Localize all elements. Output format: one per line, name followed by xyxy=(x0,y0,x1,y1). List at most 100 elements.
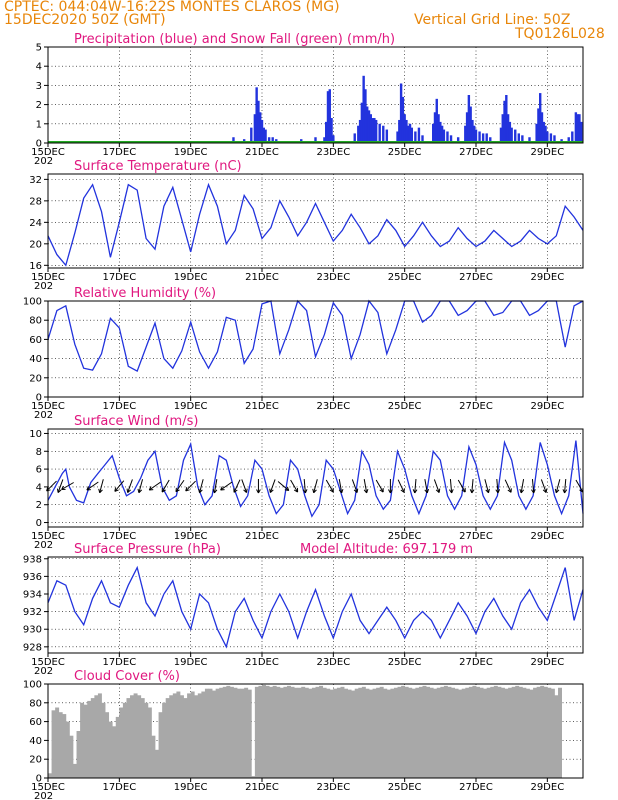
y-tick-label: 80 xyxy=(29,316,42,327)
x-tick-label: 15DEC xyxy=(31,147,65,158)
panel-title: Relative Humidity (%) xyxy=(74,286,216,301)
wind-arrow-head xyxy=(114,487,117,492)
precip-bar xyxy=(578,114,581,143)
precip-bar xyxy=(323,137,326,143)
cloud-bar xyxy=(533,687,538,778)
cloud-bar xyxy=(500,687,505,778)
cloud-bar xyxy=(326,688,331,778)
precip-bar xyxy=(267,137,271,143)
cloud-bar xyxy=(511,686,516,778)
x-tick-label: 27DEC xyxy=(459,147,493,158)
cloud-bar xyxy=(169,695,174,778)
x-tick-label: 23DEC xyxy=(316,657,350,668)
panel-title: Surface Temperature (nC) xyxy=(74,159,242,174)
header-code: TQ0126L028 xyxy=(515,26,605,42)
cloud-bar xyxy=(383,688,388,778)
precip-bar xyxy=(369,114,372,143)
precip-bar xyxy=(576,114,579,143)
cloud-bar xyxy=(319,685,324,778)
cloud-bar xyxy=(508,687,513,778)
cloud-bar xyxy=(504,688,509,778)
wind-arrow xyxy=(61,482,74,490)
cloud-bar xyxy=(422,685,427,778)
wind-arrow-head xyxy=(286,486,290,491)
x-tick-label: 25DEC xyxy=(388,782,422,793)
precip-bar xyxy=(410,127,413,143)
precip-bar xyxy=(408,123,412,143)
x-tick-label: 21DEC xyxy=(245,657,279,668)
wind-arrow xyxy=(277,481,290,491)
cloud-bar xyxy=(358,687,363,778)
precip-bar xyxy=(535,123,538,143)
cloud-bar xyxy=(244,687,249,778)
cloud-bar xyxy=(372,688,377,778)
cloud-bar xyxy=(155,749,159,778)
wind-arrow-head xyxy=(353,489,358,493)
precip-bar xyxy=(403,114,406,143)
y-tick-label: 20 xyxy=(29,373,42,384)
wind-arrow xyxy=(199,479,204,493)
y-tick-label: 0 xyxy=(36,518,42,529)
wind-arrow xyxy=(86,481,99,491)
wind-arrow-head xyxy=(426,488,430,494)
precip-bar xyxy=(433,112,437,143)
cloud-bar xyxy=(386,689,391,778)
precip-bar xyxy=(474,129,478,143)
wind-arrow-head xyxy=(542,489,547,493)
precip-bar xyxy=(364,89,367,143)
precip-bar xyxy=(499,127,503,143)
wind-arrow-head xyxy=(57,489,62,493)
cloud-bar xyxy=(237,688,241,778)
wind-arrow xyxy=(424,479,428,493)
wind-arrow xyxy=(531,478,535,494)
x-tick-label: 15DEC xyxy=(31,272,65,283)
y-tick-label: 5 xyxy=(36,43,42,54)
precip-bar xyxy=(314,137,317,143)
cloud-bar xyxy=(540,685,545,778)
precip-bar xyxy=(440,125,444,143)
x-tick-label: 17DEC xyxy=(102,272,136,283)
wind-arrow-head xyxy=(313,489,317,494)
x-tick-label: 27DEC xyxy=(459,531,493,542)
precip-bar xyxy=(401,96,405,143)
wind-arrow xyxy=(414,478,417,494)
wind-arrow-head xyxy=(533,489,536,494)
wind-arrow xyxy=(338,479,343,493)
y-tick-label: 938 xyxy=(23,554,42,565)
cloud-bar xyxy=(369,689,373,778)
panel-frame xyxy=(47,683,584,779)
cloud-bar xyxy=(94,695,99,778)
wind-arrow-head xyxy=(461,489,466,493)
cloud-bar xyxy=(376,687,381,778)
x-tick-label: 17DEC xyxy=(102,782,136,793)
wind-arrow-head xyxy=(531,489,535,494)
precip-bar xyxy=(432,123,435,143)
y-tick-label: 2 xyxy=(36,100,42,111)
cloud-bar xyxy=(51,710,56,778)
precip-bar xyxy=(473,125,476,143)
x-tick-label: 17DEC xyxy=(102,657,136,668)
wind-arrow-head xyxy=(126,488,129,493)
cloud-bar xyxy=(122,702,127,778)
cloud-bar xyxy=(379,686,384,778)
cloud-bar xyxy=(158,712,163,778)
wind-arrow xyxy=(313,479,318,493)
precip-bar xyxy=(264,129,267,143)
cloud-bar xyxy=(130,695,134,778)
wind-arrow-head xyxy=(269,488,271,493)
x-tick-label: 15DEC xyxy=(31,657,65,668)
cloud-bar xyxy=(140,698,145,778)
wind-arrow-head xyxy=(99,489,103,494)
x-tick-label: 23DEC xyxy=(316,147,350,158)
wind-arrow-head xyxy=(137,488,140,493)
precip-bar xyxy=(385,129,389,143)
precip-bar xyxy=(405,119,408,143)
x-tick-label: 27DEC xyxy=(459,272,493,283)
x-tick-label: 23DEC xyxy=(316,272,350,283)
wind-arrow-head xyxy=(520,489,525,494)
x-year-label: 202 xyxy=(34,791,53,800)
precip-bar xyxy=(417,127,421,143)
cloud-bar xyxy=(283,686,288,778)
cloud-bar xyxy=(451,687,455,778)
wind-arrow-head xyxy=(138,489,143,494)
